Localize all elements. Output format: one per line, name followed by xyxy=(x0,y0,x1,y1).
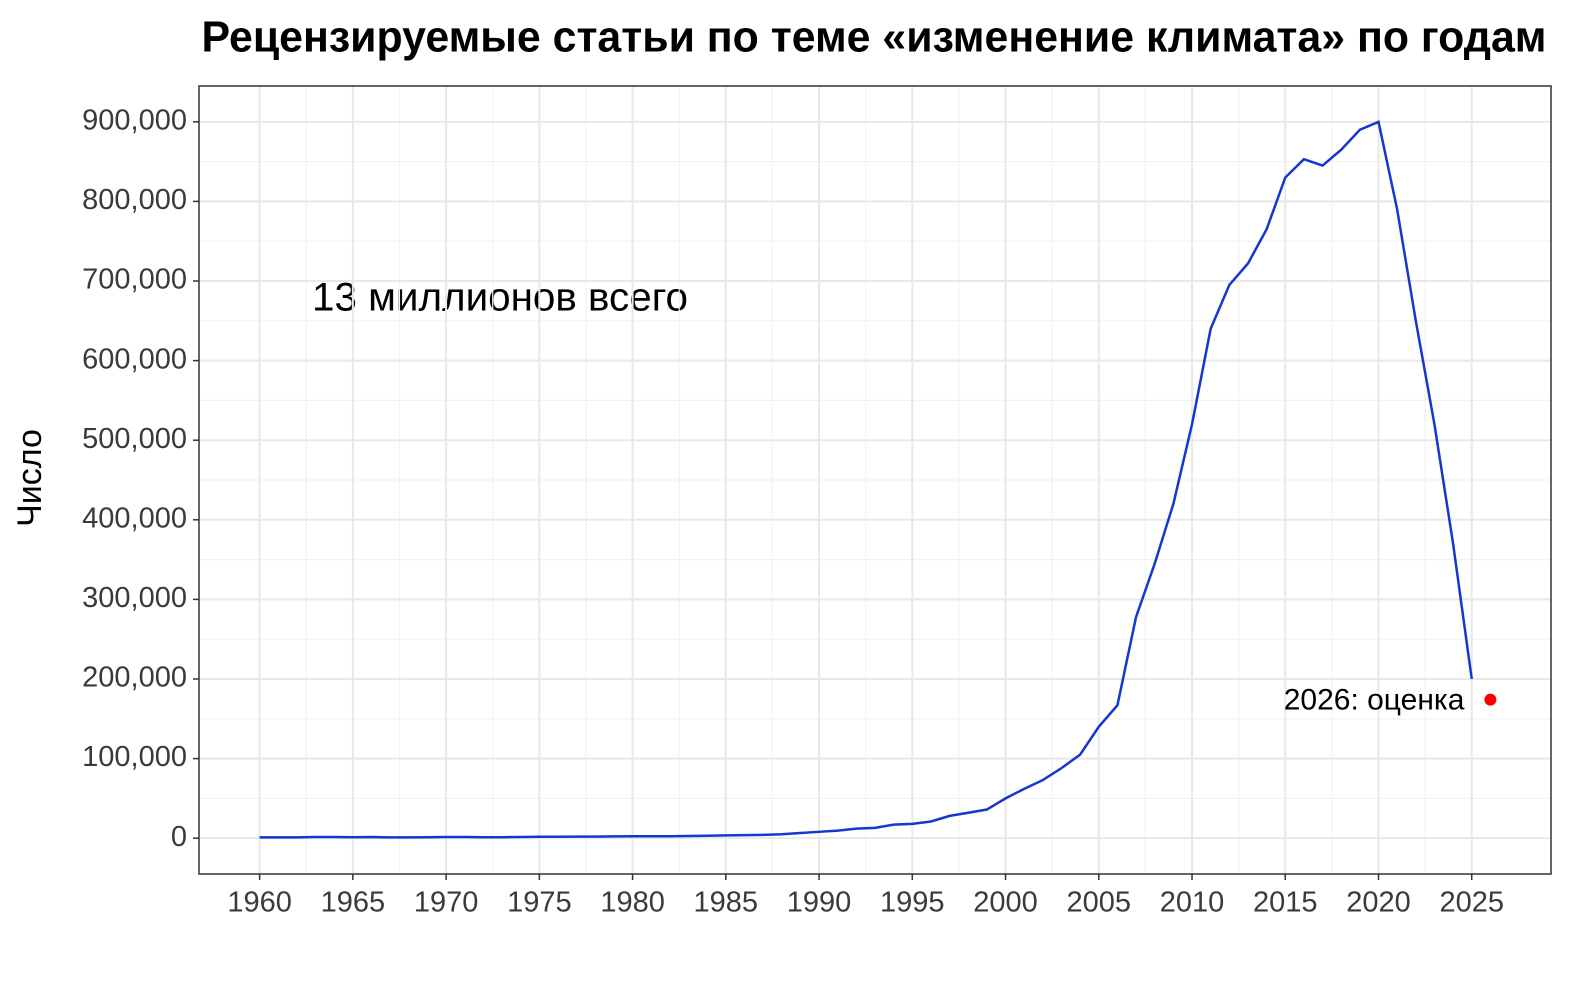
x-tick-label: 1995 xyxy=(880,887,945,919)
y-tick-label: 700,000 xyxy=(82,264,187,296)
x-tick-label: 2000 xyxy=(973,887,1038,919)
x-tick-label: 2005 xyxy=(1067,887,1132,919)
x-tick-label: 1975 xyxy=(507,887,572,919)
x-tick-label: 2025 xyxy=(1439,887,1504,919)
x-tick-label: 1990 xyxy=(787,887,852,919)
x-tick-label: 1965 xyxy=(321,887,386,919)
y-tick-label: 400,000 xyxy=(82,502,187,534)
x-tick-label: 1985 xyxy=(694,887,759,919)
y-tick-label: 600,000 xyxy=(82,343,187,375)
x-tick-label: 1980 xyxy=(600,887,665,919)
chart-title: Рецензируемые статьи по теме «изменение … xyxy=(202,13,1547,62)
y-tick-label: 100,000 xyxy=(82,741,187,773)
y-axis-label: Число xyxy=(11,429,49,527)
x-tick-label: 1970 xyxy=(414,887,479,919)
estimate-label: 2026: оценка xyxy=(1284,684,1465,717)
y-tick-label: 300,000 xyxy=(82,582,187,614)
x-tick-label: 2015 xyxy=(1253,887,1318,919)
x-tick-label: 1960 xyxy=(227,887,292,919)
x-tick-label: 2020 xyxy=(1346,887,1411,919)
plot-border xyxy=(198,85,1552,875)
y-tick-label: 200,000 xyxy=(82,662,187,694)
y-tick-label: 500,000 xyxy=(82,423,187,455)
y-tick-label: 800,000 xyxy=(82,184,187,216)
annotation: 13 миллионов всего xyxy=(312,276,688,320)
x-tick-label: 2010 xyxy=(1160,887,1225,919)
y-tick-label: 900,000 xyxy=(82,104,187,136)
estimate-point xyxy=(1484,693,1497,706)
line xyxy=(259,120,1473,839)
y-tick-label: 0 xyxy=(171,821,187,853)
